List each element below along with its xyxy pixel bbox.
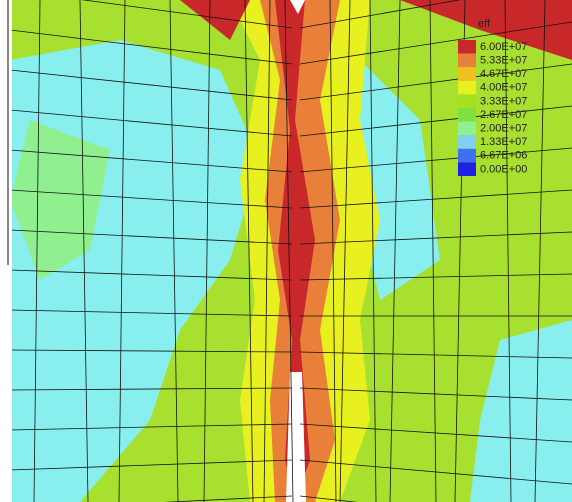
legend-label: 5.33E+07 (480, 55, 527, 67)
legend-label: 1.33E+07 (480, 136, 527, 148)
legend-label: 6.00E+07 (480, 41, 527, 53)
legend-label: 4.00E+07 (480, 82, 527, 94)
legend-swatch (458, 81, 476, 95)
legend-label: 3.33E+07 (480, 95, 527, 107)
legend-swatch (458, 54, 476, 68)
left-margin (10, 0, 12, 502)
legend-swatch (458, 122, 476, 136)
contour-plot: eff 6.00E+07 5.33E+074.67E+07 4.00E+073.33… (0, 0, 572, 502)
legend-swatch (458, 149, 476, 163)
legend-label: 4.67E+07 (480, 68, 527, 80)
legend-label: 0.00E+00 (480, 163, 527, 175)
legend-swatch (458, 94, 476, 108)
legend-label: 6.67E+06 (480, 150, 527, 162)
legend-swatch (458, 135, 476, 149)
legend-label: 2.00E+07 (480, 123, 527, 135)
legend-swatch (458, 40, 476, 54)
legend-title: eff (478, 18, 491, 30)
legend-swatch (458, 67, 476, 81)
legend: eff 6.00E+07 5.33E+074.67E+07 4.00E+073.33… (458, 18, 527, 176)
legend-label: 2.67E+07 (480, 109, 527, 121)
legend-swatch (458, 162, 476, 176)
legend-swatch (458, 108, 476, 122)
